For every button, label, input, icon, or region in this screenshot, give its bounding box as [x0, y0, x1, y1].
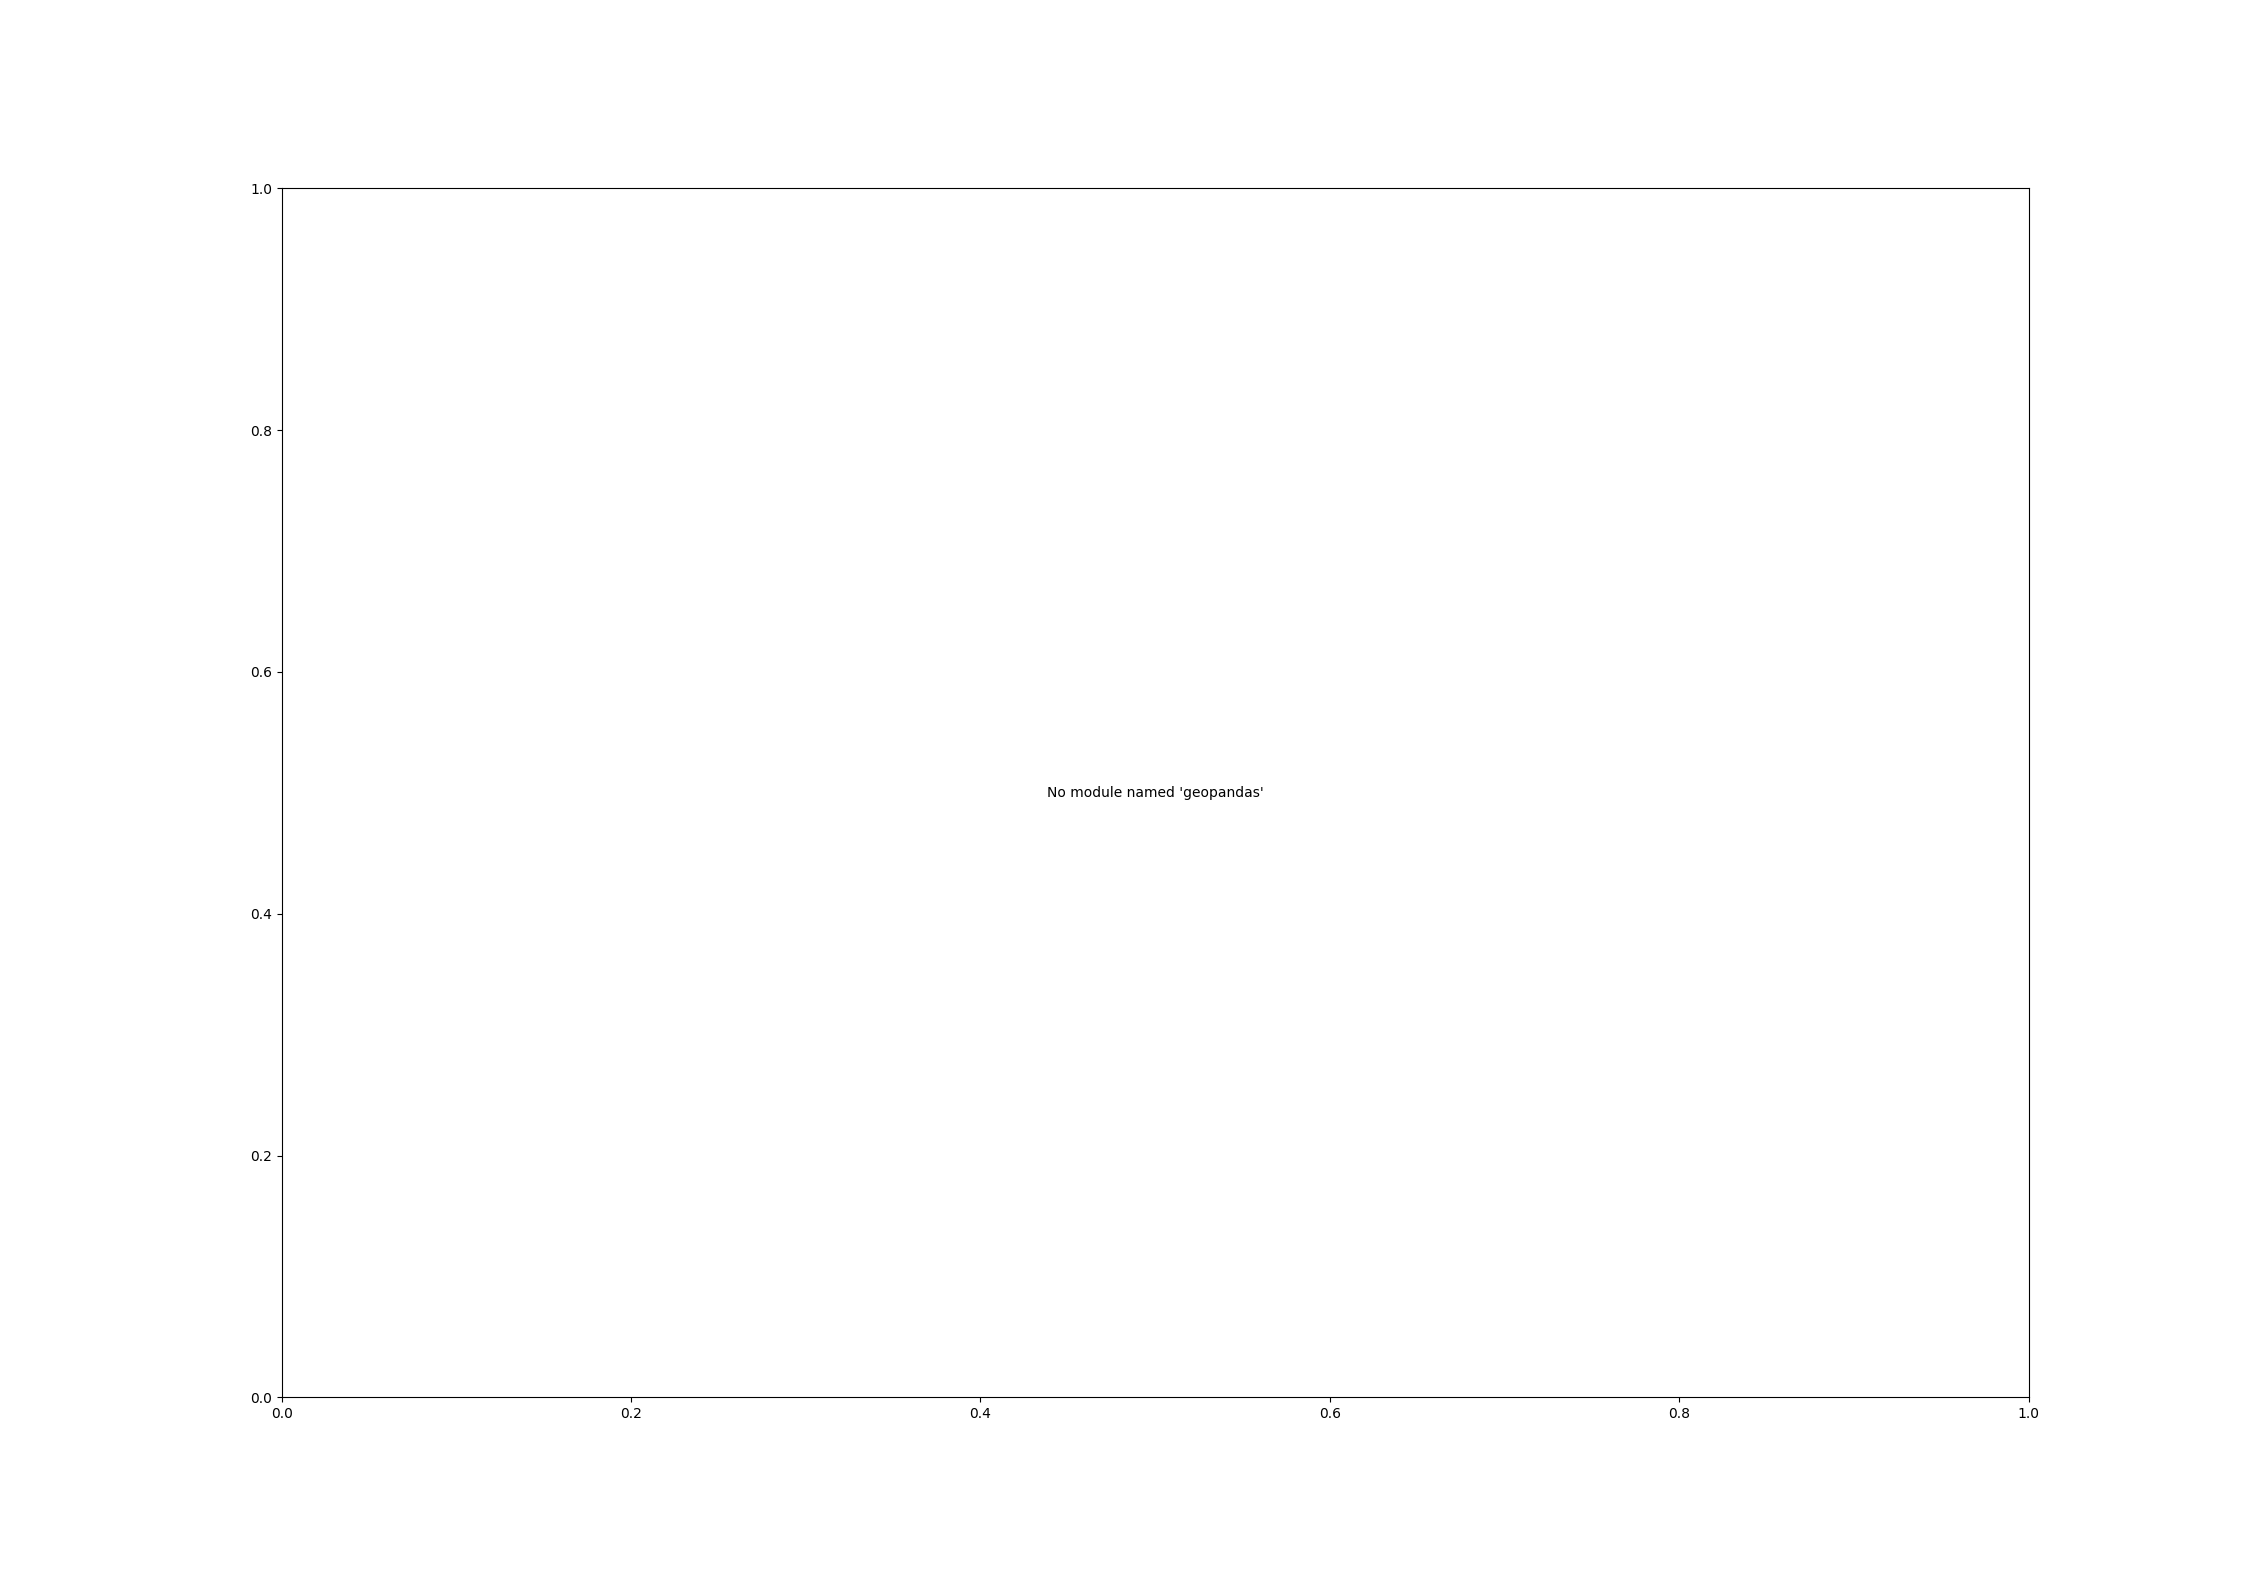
Text: No module named 'geopandas': No module named 'geopandas' [1046, 787, 1264, 799]
